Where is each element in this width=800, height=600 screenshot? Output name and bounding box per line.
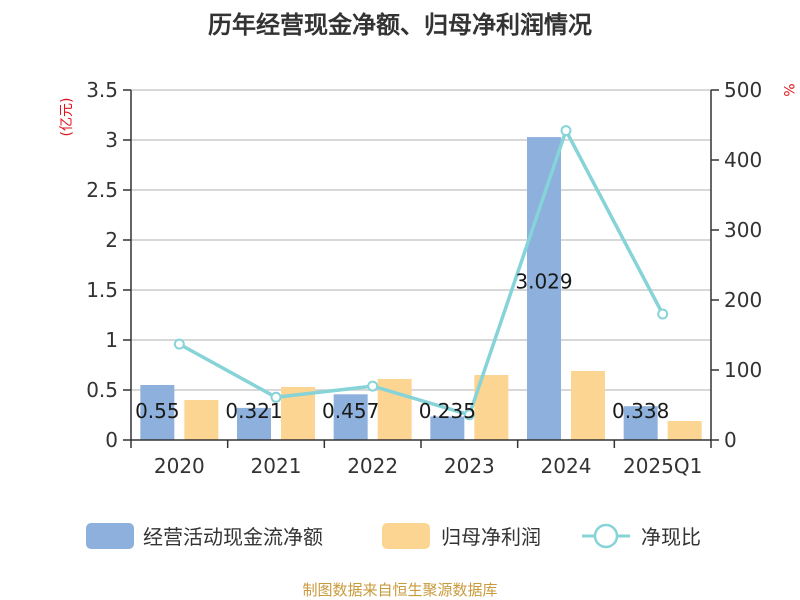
right-axis-unit: %	[780, 83, 796, 96]
right-axis-tick-label: 100	[724, 358, 762, 382]
right-axis-tick-label: 0	[724, 428, 737, 452]
left-axis-unit: (亿元)	[59, 98, 75, 137]
bar	[237, 407, 271, 440]
line-point	[657, 308, 669, 320]
right-axis-tick-label: 300	[724, 218, 762, 242]
data-labels: 0.55 0.321 0.457 0.235 3.029 0.338	[135, 270, 669, 423]
bar	[140, 385, 175, 440]
left-axis-tick-label: 2.5	[86, 178, 118, 202]
bar-value-label: 0.457	[322, 399, 379, 423]
left-axis-tick-label: 1	[105, 328, 118, 352]
legend-swatch	[86, 523, 134, 549]
line-point	[560, 125, 572, 137]
legend-label: 净现比	[641, 525, 701, 549]
x-axis-tick-label: 2021	[251, 454, 302, 478]
right-axis-tick-label: 400	[724, 148, 762, 172]
left-axis-tick-label: 0	[105, 428, 118, 452]
chart-title: 历年经营现金净额、归母净利润情况	[208, 11, 592, 39]
left-axis-tick-label: 3	[105, 128, 118, 152]
bar-value-label: 0.55	[135, 399, 180, 423]
x-axis-tick-label: 2024	[541, 454, 592, 478]
bar-value-label: 0.338	[612, 399, 669, 423]
right-axis-tick-label: 500	[724, 78, 762, 102]
bar	[430, 416, 465, 440]
x-axis-tick-label: 2020	[154, 454, 205, 478]
left-axis-tick-label: 3.5	[86, 78, 118, 102]
legend-label: 归母净利润	[441, 525, 541, 549]
bar	[333, 394, 368, 440]
net-cash-ratio-line	[178, 128, 665, 417]
legend-label: 经营活动现金流净额	[143, 525, 323, 549]
line-point	[173, 338, 185, 350]
left-axis-tick-label: 0.5	[86, 378, 118, 402]
line-series	[173, 125, 669, 421]
bar	[623, 406, 658, 440]
bar-value-label: 0.235	[419, 399, 476, 423]
x-axis-tick-label: 2022	[347, 454, 398, 478]
bar	[184, 400, 219, 440]
left-axis-tick-label: 2	[105, 228, 118, 252]
bar-value-label: 3.029	[515, 270, 572, 294]
legend: 经营活动现金流净额 归母净利润 净现比	[86, 523, 701, 549]
line-point	[367, 380, 379, 392]
bar-value-label: 0.321	[225, 399, 282, 423]
line-point	[463, 409, 475, 421]
bars	[140, 137, 702, 440]
grid	[131, 89, 711, 391]
line-point	[270, 391, 282, 403]
bar	[527, 137, 561, 440]
legend-marker	[593, 523, 619, 549]
x-axis-tick-label: 2023	[444, 454, 495, 478]
bar	[667, 421, 702, 440]
x-axis-tick-label: 2025Q1	[623, 454, 702, 478]
legend-swatch	[382, 523, 430, 549]
source-note: 制图数据来自恒生聚源数据库	[302, 581, 497, 599]
bar	[571, 371, 605, 440]
axes: 0 0.5 1 1.5 2 2.5 3 3.5 0 100 200 300 400 500 2020 2021…	[86, 78, 762, 478]
left-axis-tick-label: 1.5	[86, 278, 118, 302]
right-axis-tick-label: 200	[724, 288, 762, 312]
